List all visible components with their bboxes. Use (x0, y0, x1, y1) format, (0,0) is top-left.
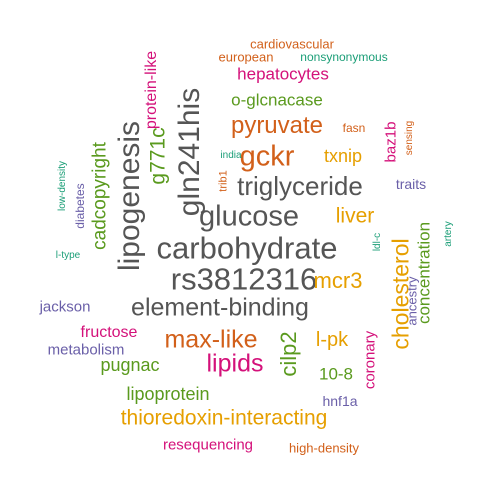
cloud-word: hepatocytes (237, 64, 329, 84)
cloud-word: gln241his (173, 87, 206, 217)
cloud-word: fasn (342, 121, 366, 135)
cloud-word: element-binding (131, 293, 309, 322)
cloud-word: 10-8 (318, 364, 354, 384)
cloud-word: triglyceride (237, 171, 363, 201)
cloud-word: nonsynonymous (300, 50, 388, 64)
cloud-word: hnf1a (322, 393, 358, 409)
cloud-word: txnip (323, 146, 363, 166)
cloud-word: european (218, 49, 274, 65)
cloud-word: baz1b (382, 121, 400, 163)
cloud-word: gckr (239, 140, 295, 173)
cloud-word: cadcopyright (89, 142, 111, 250)
cloud-word: resequencing (162, 436, 254, 454)
cloud-word: artery (443, 221, 454, 247)
cloud-word: jackson (39, 298, 91, 316)
cloud-word: cilp2 (276, 331, 301, 377)
cloud-word: thioredoxin-interacting (120, 406, 328, 430)
cloud-word: low-density (57, 160, 68, 212)
cloud-word: max-like (164, 325, 258, 354)
cloud-word: metabolism (47, 341, 125, 359)
cloud-word: lipids (206, 349, 264, 378)
cloud-word: trib1 (217, 170, 230, 192)
cloud-word: lipoprotein (126, 384, 210, 404)
cloud-word: protein-like (143, 50, 160, 130)
cloud-word: cardiovascular (250, 36, 334, 52)
cloud-word: diabetes (73, 183, 87, 229)
cloud-word: o-glcnacase (231, 90, 323, 110)
cloud-word: g771c (146, 127, 170, 185)
cloud-word: sensing (404, 120, 415, 156)
cloud-word: l-pk (315, 329, 349, 351)
cloud-word: liver (335, 204, 375, 228)
cloud-word: mcr3 (313, 268, 363, 293)
cloud-word: l-type (55, 250, 81, 261)
cloud-word: ldl-c (372, 232, 383, 252)
cloud-word: pyruvate (230, 112, 324, 139)
cloud-word: ancestry (404, 276, 420, 326)
cloud-word: rs3812316 (170, 261, 318, 297)
cloud-word: india (220, 150, 242, 161)
cloud-word: traits (395, 176, 427, 192)
cloud-word: coronary (361, 330, 379, 390)
cloud-word: high-density (288, 440, 360, 456)
cloud-word: carbohydrate (156, 230, 338, 266)
cloud-word: fructose (80, 324, 138, 341)
cloud-word: lipogenesis (113, 120, 146, 272)
cloud-word: pugnac (100, 355, 160, 375)
cloud-word: glucose (199, 200, 299, 233)
